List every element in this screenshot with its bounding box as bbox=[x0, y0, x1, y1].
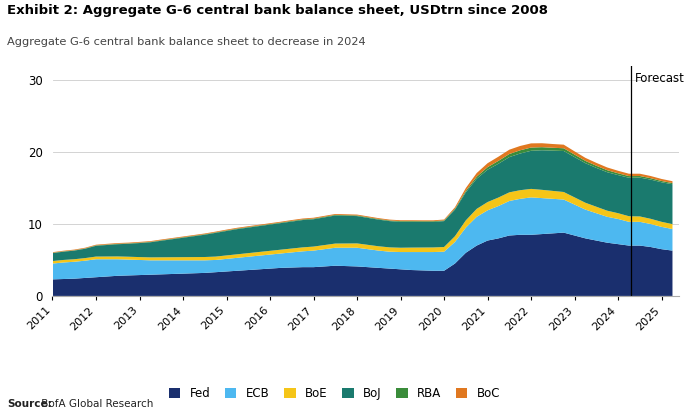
Text: Forecast: Forecast bbox=[635, 72, 685, 85]
Text: Exhibit 2: Aggregate G-6 central bank balance sheet, USDtrn since 2008: Exhibit 2: Aggregate G-6 central bank ba… bbox=[7, 4, 548, 17]
Legend: Fed, ECB, BoE, BoJ, RBA, BoC: Fed, ECB, BoE, BoJ, RBA, BoC bbox=[164, 383, 505, 405]
Text: BofA Global Research: BofA Global Research bbox=[38, 399, 154, 409]
Text: Aggregate G-6 central bank balance sheet to decrease in 2024: Aggregate G-6 central bank balance sheet… bbox=[7, 37, 365, 47]
Text: Source:: Source: bbox=[7, 399, 52, 409]
